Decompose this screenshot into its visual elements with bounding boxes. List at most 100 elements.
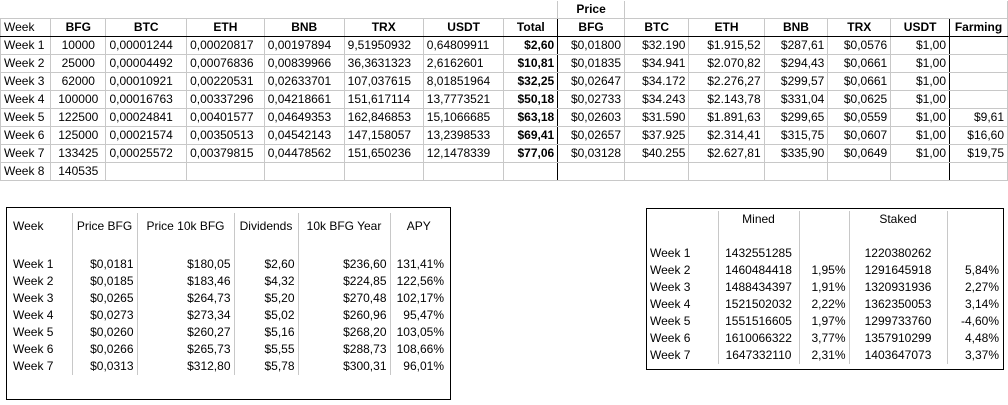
table-cell: $5,02 bbox=[234, 307, 299, 324]
apy-col-header-3: Dividends bbox=[234, 213, 299, 239]
table-cell: $0,0313 bbox=[72, 358, 138, 375]
table-cell: $63,18 bbox=[503, 108, 559, 127]
table-cell: $5,20 bbox=[234, 290, 299, 307]
col-header-12: TRX bbox=[827, 18, 892, 37]
table-cell: $1,00 bbox=[890, 126, 951, 145]
table-cell: $0,0661 bbox=[827, 54, 892, 73]
table-cell: 103,05% bbox=[396, 325, 444, 339]
table-cell: Week 6 bbox=[647, 330, 719, 347]
col-header-6: USDT bbox=[423, 18, 505, 37]
table-cell: Week 4 bbox=[10, 307, 73, 324]
table-cell: 1362350053 bbox=[849, 296, 948, 313]
table-cell: 1357910299 bbox=[849, 330, 948, 347]
table-cell: 5,84% bbox=[964, 263, 999, 277]
table-cell: $0,0181 bbox=[72, 256, 138, 273]
table-cell: 0,00010921 bbox=[105, 72, 188, 91]
table-cell bbox=[688, 162, 765, 181]
table-cell: 2,22% bbox=[799, 296, 850, 313]
mined-staked-spacer-row bbox=[647, 228, 1002, 245]
table-cell: 3,37% bbox=[964, 348, 999, 362]
table-cell: 96,01% bbox=[403, 359, 444, 373]
table-cell: $0,02647 bbox=[557, 72, 626, 91]
table-cell: $5,16 bbox=[234, 324, 299, 341]
col-header-11: BNB bbox=[764, 18, 829, 37]
col-header-4: BNB bbox=[264, 18, 345, 37]
table-cell: 1320931936 bbox=[849, 279, 948, 296]
table-cell: Week 1 bbox=[647, 245, 719, 262]
col-header-14: Farming bbox=[949, 18, 1008, 37]
table-cell: $0,02733 bbox=[557, 90, 626, 109]
table-row: Week 2 1460484418 1,95% 1291645918 5,84% bbox=[647, 262, 1002, 279]
holdings-table: Price Week BFG BTC ETH BNB TRX USDT Total BFG BTC… bbox=[0, 1, 1008, 181]
table-cell: 0,00024841 bbox=[105, 108, 188, 127]
table-cell: Week 6 bbox=[0, 126, 52, 145]
table-cell: 1521502032 bbox=[718, 296, 800, 313]
table-cell: Week 7 bbox=[647, 347, 719, 364]
table-cell: 1403647073 bbox=[849, 347, 948, 364]
col-header-2: BTC bbox=[105, 18, 188, 37]
table-cell: 125000 bbox=[50, 126, 107, 145]
table-cell: 147,158057 bbox=[344, 126, 424, 145]
table-cell: $180,05 bbox=[137, 256, 235, 273]
table-cell: $2.314,41 bbox=[688, 126, 765, 145]
table-cell: 0,00076836 bbox=[186, 54, 265, 73]
table-cell: Week 2 bbox=[0, 54, 52, 73]
mined-staked-col-header-3: Staked bbox=[849, 211, 948, 228]
table-cell: 102,17% bbox=[396, 291, 444, 305]
table-cell bbox=[186, 162, 265, 181]
col-header-0: Week bbox=[0, 18, 52, 37]
table-cell: 0,00025572 bbox=[105, 144, 188, 163]
table-cell: $260,96 bbox=[298, 307, 391, 324]
table-cell bbox=[764, 162, 829, 181]
table-cell: 4,48% bbox=[964, 331, 999, 345]
col-header-10: ETH bbox=[688, 18, 765, 37]
table-cell: 0,00021574 bbox=[105, 126, 188, 145]
table-cell: $0,02657 bbox=[557, 126, 626, 145]
mined-staked-table: Mined Staked Week 1 1432551285 1220380262 We… bbox=[647, 211, 1002, 364]
table-cell bbox=[105, 162, 188, 181]
table-cell: 0,02633701 bbox=[264, 72, 345, 91]
table-cell: 151,617114 bbox=[344, 90, 424, 109]
mined-staked-header-row: Mined Staked bbox=[647, 211, 1002, 228]
table-cell: 140535 bbox=[50, 162, 107, 181]
table-cell: 1460484418 bbox=[718, 262, 800, 279]
table-cell: 2,6162601 bbox=[423, 54, 505, 73]
table-cell: $335,90 bbox=[764, 144, 829, 163]
table-cell: $19,75 bbox=[949, 144, 1008, 163]
table-cell bbox=[557, 162, 626, 181]
table-cell: $0,0273 bbox=[72, 307, 138, 324]
table-row: Week 5 $0,0260 $260,27 $5,16 $268,20 103,05% bbox=[10, 324, 447, 341]
table-cell: $331,04 bbox=[764, 90, 829, 109]
table-cell: $1,00 bbox=[890, 90, 951, 109]
table-cell: 1551516605 bbox=[718, 313, 800, 330]
table-cell: 0,00379815 bbox=[186, 144, 265, 163]
col-header-3: ETH bbox=[186, 18, 265, 37]
table-cell: $37.925 bbox=[624, 126, 690, 145]
col-header-5: TRX bbox=[344, 18, 424, 37]
table-row: Week 3 $0,0265 $264,73 $5,20 $270,48 102,17% bbox=[10, 290, 447, 307]
col-header-9: BTC bbox=[624, 18, 690, 37]
table-cell bbox=[799, 245, 850, 262]
table-cell bbox=[264, 162, 345, 181]
table-cell: $0,0185 bbox=[72, 273, 138, 290]
table-cell: Week 7 bbox=[10, 358, 73, 375]
table-cell: 0,00020817 bbox=[186, 36, 265, 55]
table-cell: $1.891,63 bbox=[688, 108, 765, 127]
mined-staked-col-header-4 bbox=[947, 211, 1002, 228]
table-cell: Week 5 bbox=[0, 108, 52, 127]
table-cell: 3,14% bbox=[964, 297, 999, 311]
table-cell: $1,00 bbox=[890, 54, 951, 73]
table-cell: $2.143,78 bbox=[688, 90, 765, 109]
table-cell: Week 7 bbox=[0, 144, 52, 163]
col-header-1: BFG bbox=[50, 18, 107, 37]
table-cell bbox=[949, 54, 1008, 73]
table-cell: 9,51950932 bbox=[344, 36, 424, 55]
table-cell: 0,00001244 bbox=[105, 36, 188, 55]
table-cell: 100000 bbox=[50, 90, 107, 109]
table-cell: 15,1066685 bbox=[423, 108, 505, 127]
table-cell: $2.070,82 bbox=[688, 54, 765, 73]
table-cell bbox=[949, 72, 1008, 91]
table-cell: $69,41 bbox=[503, 126, 559, 145]
table-cell: Week 4 bbox=[647, 296, 719, 313]
table-row: Week 4 $0,0273 $273,34 $5,02 $260,96 95,47% bbox=[10, 307, 447, 324]
